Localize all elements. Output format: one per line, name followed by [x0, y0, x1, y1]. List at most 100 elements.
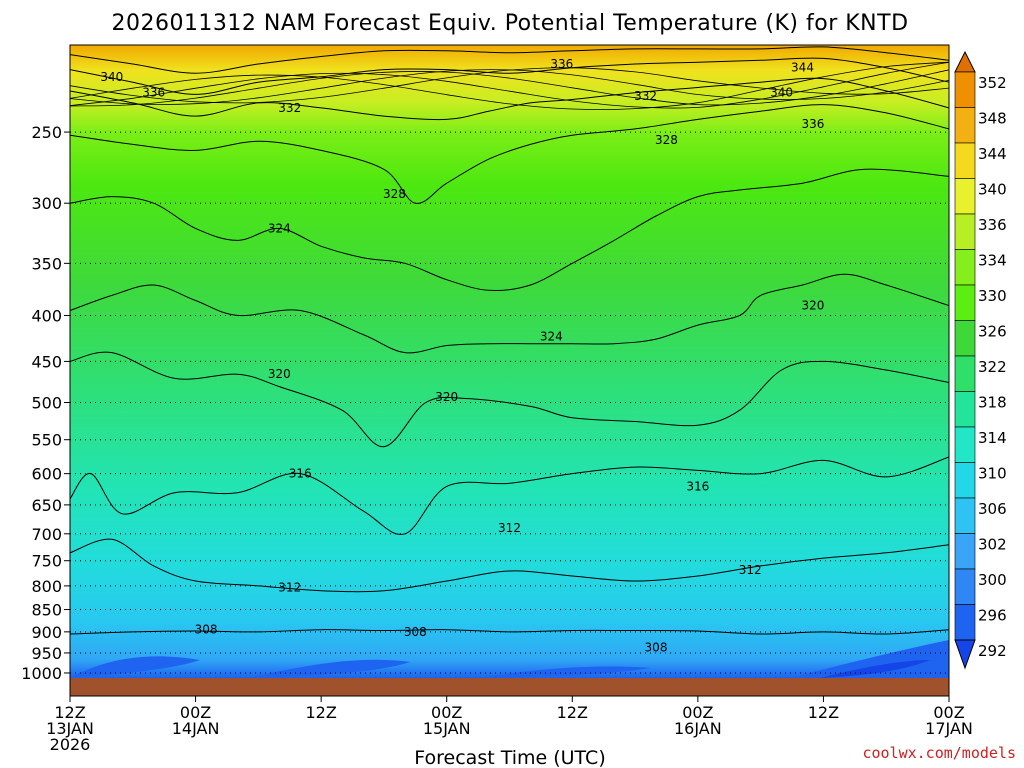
- colorbar-band: [954, 462, 976, 499]
- x-tick-label: 00Z: [180, 703, 211, 722]
- x-tick-label: 00Z: [933, 703, 964, 722]
- colorbar-band: [954, 497, 976, 534]
- y-tick-label: 250: [31, 123, 62, 142]
- contour-minor: [70, 61, 949, 109]
- x-tick-label: 14JAN: [172, 719, 220, 738]
- contour-316: [70, 456, 949, 535]
- colorbar-tick-label: 348: [978, 110, 1007, 128]
- y-tick-label: 1000: [21, 664, 62, 683]
- boundary-layer-cold-pockets: [70, 640, 949, 678]
- x-tick-label: 12Z: [557, 703, 588, 722]
- y-tick-label: 500: [31, 394, 62, 413]
- y-tick-label: 650: [31, 496, 62, 515]
- colorbar-tick-label: 296: [978, 607, 1007, 625]
- y-tick-label: 350: [31, 254, 62, 273]
- x-tick-label: 00Z: [431, 703, 462, 722]
- contour-label: 320: [268, 367, 291, 381]
- contour-label: 336: [142, 86, 165, 100]
- colorbar-band: [954, 391, 976, 428]
- contour-label: 344: [791, 61, 814, 75]
- contour-label: 316: [686, 479, 709, 493]
- colorbar-tick-label: 344: [978, 145, 1007, 163]
- colorbar-band: [954, 355, 976, 392]
- x-tick-label: 2026: [50, 735, 91, 754]
- y-tick-label: 900: [31, 623, 62, 642]
- chart-title: 2026011312 NAM Forecast Equiv. Potential…: [111, 11, 908, 36]
- colorbar-band: [954, 568, 976, 605]
- contour-320: [70, 351, 949, 448]
- x-tick-label: 13JAN: [46, 719, 94, 738]
- contour-label: 324: [268, 221, 291, 235]
- cold-pocket: [820, 660, 930, 678]
- colorbar-band: [954, 604, 976, 641]
- x-tick-label: 12Z: [808, 703, 839, 722]
- colorbar-band: [954, 213, 976, 250]
- x-tick-label: 15JAN: [423, 719, 471, 738]
- contour-328: [70, 168, 949, 292]
- contour-308: [70, 629, 949, 635]
- cold-pocket: [480, 666, 650, 678]
- colorbar-band: [954, 284, 976, 321]
- contour-label: 312: [739, 563, 762, 577]
- x-tick-label: 12Z: [305, 703, 336, 722]
- x-axis-label: Forecast Time (UTC): [414, 747, 605, 768]
- contour-332: [70, 104, 949, 204]
- contour-label: 312: [278, 580, 301, 594]
- y-tick-label: 400: [31, 306, 62, 325]
- contour-minor: [70, 69, 949, 107]
- contour-label: 324: [540, 329, 563, 343]
- colorbar-tick-label: 310: [978, 465, 1007, 483]
- plot-area: 340 336 332 336 344 332 340 336 328 328 324 320 324 3…: [69, 44, 950, 697]
- y-tick-label: 750: [31, 552, 62, 571]
- contour-324: [70, 273, 949, 354]
- colorbar-tick-label: 322: [978, 358, 1007, 376]
- contour-label: 336: [802, 117, 825, 131]
- colorbar-tick-label: 314: [978, 429, 1007, 447]
- y-tick-label: 850: [31, 601, 62, 620]
- contour-312: [70, 538, 949, 593]
- contour-minor: [70, 61, 949, 110]
- colorbar-band: [954, 249, 976, 286]
- y-tick-label: 550: [31, 431, 62, 450]
- colorbar-band: [954, 533, 976, 570]
- colorbar-tick-label: 326: [978, 323, 1007, 341]
- y-tick-label: 800: [31, 577, 62, 596]
- y-tick-label: 600: [31, 465, 62, 484]
- contour-minor: [70, 69, 949, 105]
- contour-label: 320: [435, 390, 458, 404]
- contour-label: 308: [645, 641, 668, 655]
- colorbar-bottom-arrow: [954, 639, 976, 670]
- colorbar-tick-label: 352: [978, 74, 1007, 92]
- colorbar-tick-label: 318: [978, 394, 1007, 412]
- colorbar-tick-label: 340: [978, 181, 1007, 199]
- x-tick-label: 00Z: [682, 703, 713, 722]
- contour-label: 340: [770, 86, 793, 100]
- contour-lines: [70, 46, 949, 635]
- plot-frame: [69, 44, 950, 697]
- cold-pocket: [790, 640, 949, 678]
- colorbar-band: [954, 71, 976, 108]
- colorbar-top-arrow: [954, 50, 976, 73]
- contour-label: 328: [655, 133, 678, 147]
- x-tick-label: 12Z: [54, 703, 85, 722]
- x-tick-label: 17JAN: [925, 719, 973, 738]
- colorbar-tick-label: 336: [978, 216, 1007, 234]
- colorbar-band: [954, 320, 976, 357]
- colorbar-tick-label: 334: [978, 252, 1007, 270]
- colorbar-band: [954, 107, 976, 144]
- contour-344: [70, 46, 949, 74]
- contour-336: [70, 77, 949, 121]
- contour-label: 308: [195, 623, 218, 637]
- colorbar: 352 348 344 340 336 334 330 326 322 318 314 310 306 3…: [954, 50, 1007, 670]
- contour-label: 332: [278, 101, 301, 115]
- colorbar-tick-label: 292: [978, 642, 1007, 660]
- colorbar-tick-label: 306: [978, 500, 1007, 518]
- contour-label: 332: [634, 89, 657, 103]
- colorbar-tick-label: 330: [978, 287, 1007, 305]
- contour-labels: 340 336 332 336 344 332 340 336 328 328 324 320 324 3…: [100, 57, 824, 655]
- contour-label: 316: [289, 467, 312, 481]
- y-tick-label: 300: [31, 194, 62, 213]
- y-tick-label: 700: [31, 525, 62, 544]
